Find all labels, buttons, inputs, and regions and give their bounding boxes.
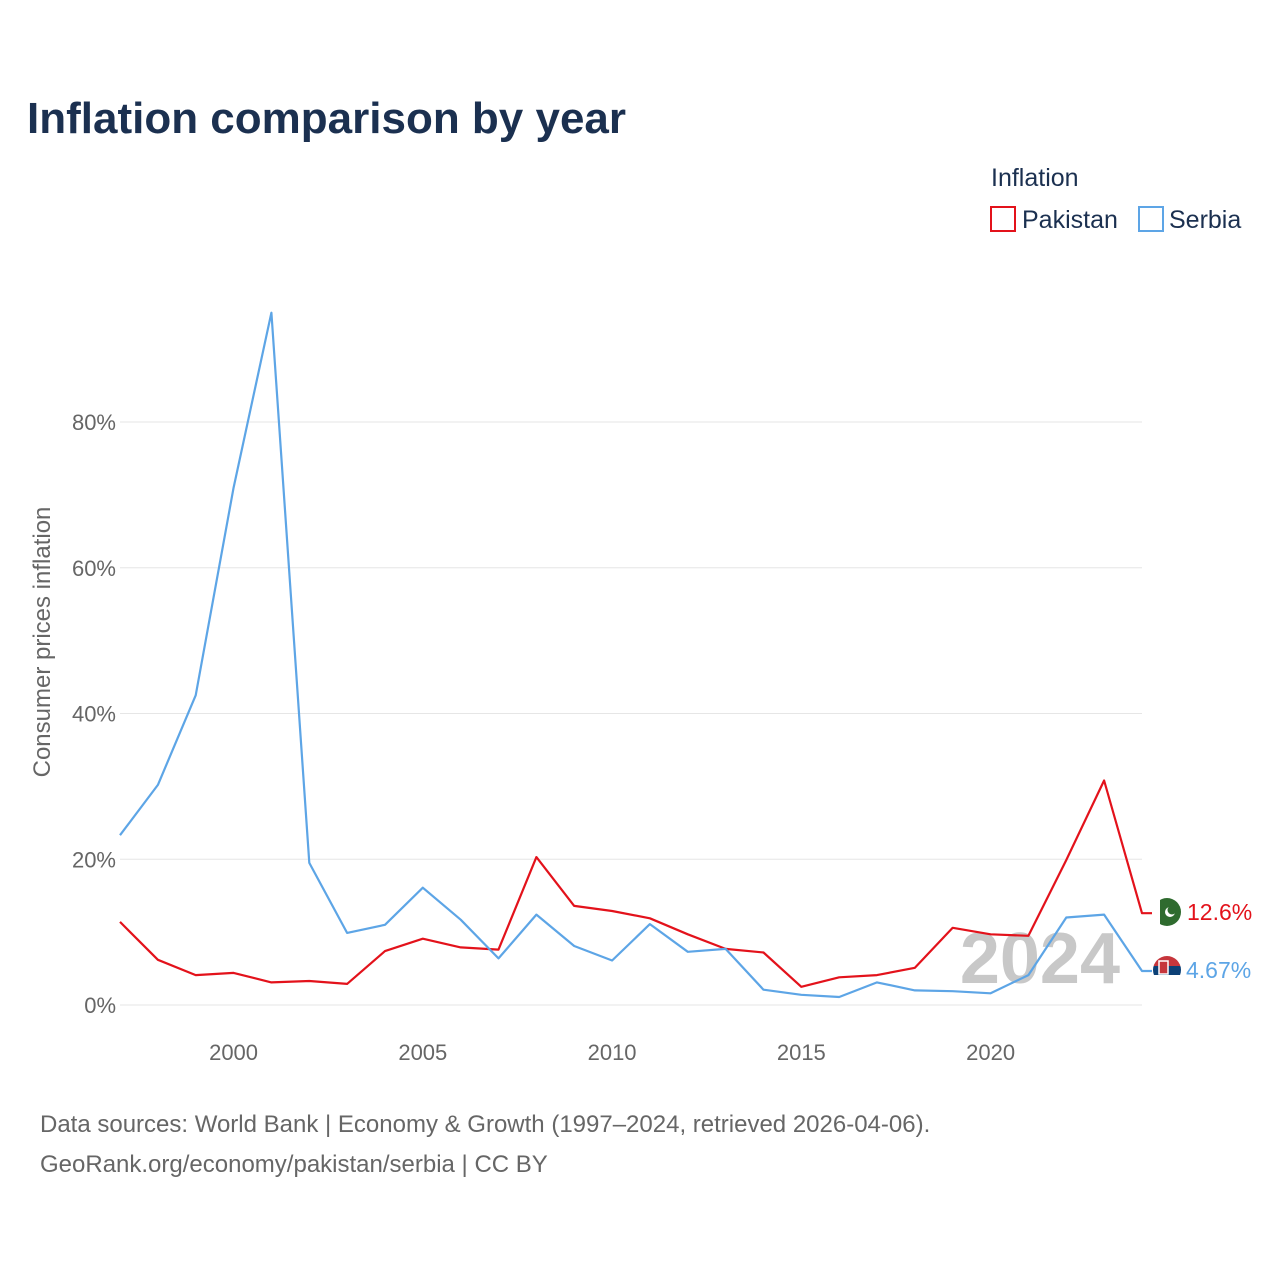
serbia-flag-icon <box>1153 956 1181 984</box>
pakistan-flag-stripe <box>1153 898 1160 926</box>
series-line-serbia <box>119 311 1152 999</box>
y-tick-label: 40% <box>72 702 116 727</box>
x-axis-ticks: 2000 2005 2010 2015 2020 <box>209 1040 1015 1065</box>
y-axis-ticks: 0% 20% 40% 60% 80% <box>72 410 116 1018</box>
end-marker-pakistan: 12.6% <box>1153 898 1252 926</box>
y-tick-label: 0% <box>84 993 116 1018</box>
pakistan-crescent-cut <box>1167 905 1177 915</box>
legend-swatch-pakistan <box>990 206 1016 232</box>
series-line-pakistan <box>119 779 1152 988</box>
legend-swatch-serbia <box>1138 206 1164 232</box>
source-line-2[interactable]: GeoRank.org/economy/pakistan/serbia | CC… <box>40 1151 548 1178</box>
x-tick-label: 2020 <box>966 1040 1015 1065</box>
x-tick-label: 2010 <box>588 1040 637 1065</box>
y-tick-label: 20% <box>72 847 116 872</box>
legend-item-serbia[interactable]: Serbia <box>1138 206 1241 234</box>
x-tick-label: 2000 <box>209 1040 258 1065</box>
source-line-1: Data sources: World Bank | Economy & Gro… <box>40 1111 930 1138</box>
legend-item-pakistan[interactable]: Pakistan <box>990 206 1118 234</box>
x-tick-label: 2005 <box>398 1040 447 1065</box>
y-axis-label: Consumer prices inflation <box>29 507 56 778</box>
x-tick-label: 2015 <box>777 1040 826 1065</box>
y-tick-label: 60% <box>72 556 116 581</box>
series-lines <box>119 311 1152 999</box>
y-tick-label: 80% <box>72 410 116 435</box>
end-label-pakistan: 12.6% <box>1187 899 1252 925</box>
end-marker-serbia: 4.67% <box>1153 956 1251 984</box>
legend-label-serbia: Serbia <box>1169 206 1241 234</box>
chart-title: Inflation comparison by year <box>27 94 626 143</box>
legend-title: Inflation <box>991 164 1079 192</box>
legend-label-pakistan: Pakistan <box>1022 206 1118 234</box>
grid-lines <box>120 421 1142 1006</box>
end-label-serbia: 4.67% <box>1186 957 1251 983</box>
